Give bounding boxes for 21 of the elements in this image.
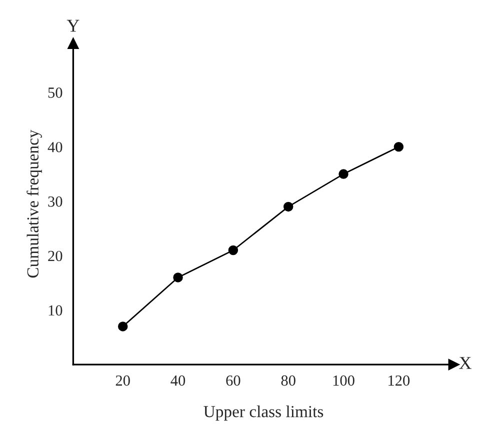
x-tick-label: 40	[170, 375, 186, 386]
x-tick-label: 60	[226, 375, 240, 386]
text: X	[459, 357, 472, 369]
point	[394, 142, 404, 152]
x-tick-label: 100	[333, 375, 354, 386]
point	[338, 169, 348, 179]
y-tick-label: 10	[48, 305, 62, 316]
point	[283, 202, 294, 212]
text: Y	[66, 20, 80, 32]
x-axis-title: Upper class limits	[204, 406, 324, 421]
y-tick-label: 20	[48, 250, 62, 262]
x-tick-label: 120	[388, 375, 410, 386]
y-tick-label: 30	[48, 196, 62, 207]
x-tick-label: 80	[281, 375, 296, 386]
point	[118, 322, 128, 332]
y-tick-label: 50	[48, 88, 62, 98]
point	[173, 272, 183, 282]
y-axis-title: Cumulative frequency	[26, 130, 42, 278]
x-tick-label: 20	[116, 375, 130, 386]
y-tick-label: 40	[48, 142, 62, 152]
point	[228, 245, 238, 256]
